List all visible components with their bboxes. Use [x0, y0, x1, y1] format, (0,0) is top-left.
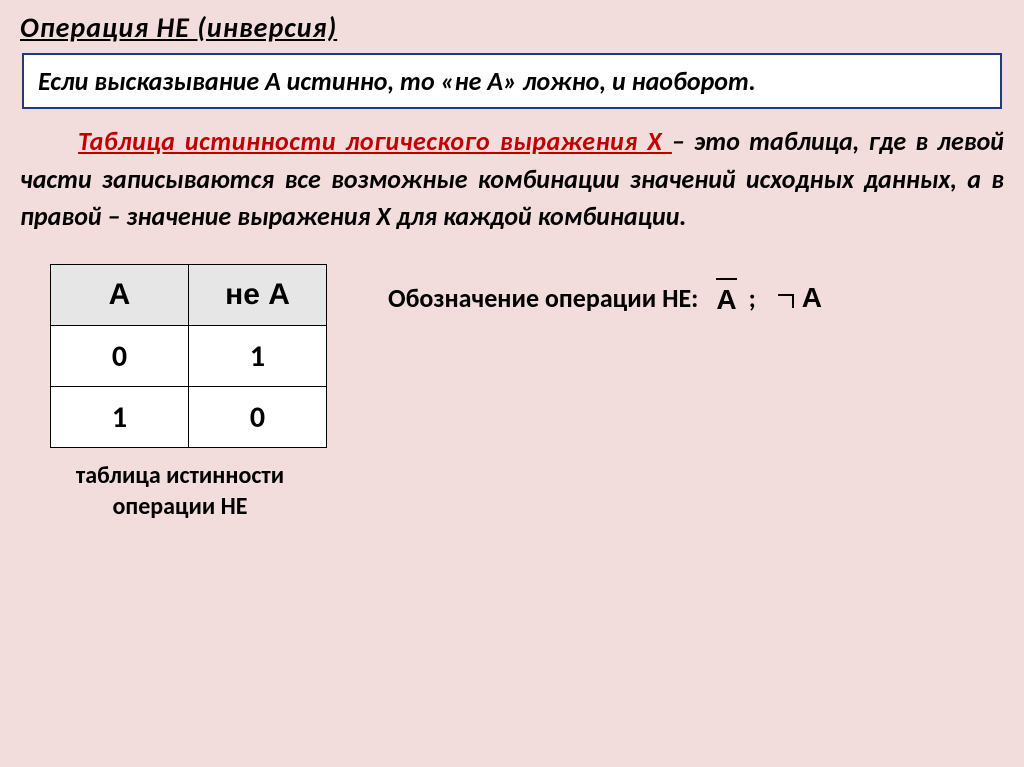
col-header-not-a: не А: [189, 265, 327, 326]
cell: 0: [51, 326, 189, 387]
table-row: 0 1: [51, 326, 327, 387]
notation-row: Обозначение операции НЕ: А ; А: [388, 280, 822, 316]
table-caption: таблица истинности операции НЕ: [20, 460, 340, 522]
caption-line2: операции НЕ: [112, 492, 247, 521]
definition-term: Таблица истинности логического выражения…: [78, 125, 672, 157]
symbol-a-bar: А: [716, 280, 736, 316]
truth-table: А не А 0 1 1 0: [50, 264, 327, 448]
page-heading: Операция НЕ (инверсия): [20, 10, 1004, 45]
notation-separator: ;: [749, 282, 756, 314]
caption-line1: таблица истинности: [76, 461, 284, 490]
cell: 1: [189, 326, 327, 387]
definition-paragraph: Таблица истинности логического выражения…: [20, 123, 1004, 236]
rule-box: Если высказывание А истинно, то «не А» л…: [22, 53, 1002, 109]
truth-table-block: А не А 0 1 1 0 таблица истинности операц…: [20, 264, 340, 522]
cell: 0: [189, 387, 327, 448]
col-header-a: А: [51, 265, 189, 326]
notation-label: Обозначение операции НЕ:: [388, 282, 698, 314]
symbol-not-a: А: [778, 282, 822, 314]
table-header-row: А не А: [51, 265, 327, 326]
table-row: 1 0: [51, 387, 327, 448]
cell: 1: [51, 387, 189, 448]
